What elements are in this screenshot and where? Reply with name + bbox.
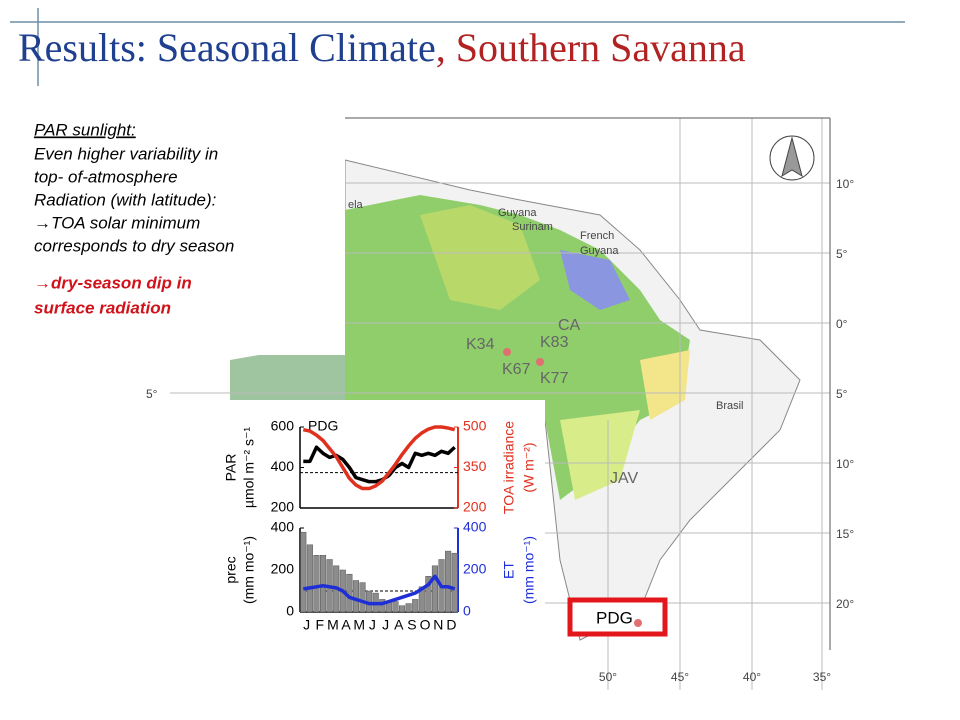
vegetation xyxy=(420,205,540,310)
lat-label: 15° xyxy=(836,527,854,541)
place: Surinam xyxy=(512,221,553,233)
bar xyxy=(352,580,359,613)
place: Guyana xyxy=(498,207,537,219)
y2-tick-label: 400 xyxy=(463,519,487,535)
x-tick-label: N xyxy=(433,617,443,633)
axis-label: TOA irradiance xyxy=(501,421,517,514)
y2-tick-label: 200 xyxy=(463,561,487,577)
y2-tick-label: 200 xyxy=(463,499,487,515)
bar xyxy=(425,576,432,613)
body-line: Even higher variability in xyxy=(34,144,218,163)
y-tick-label: 600 xyxy=(271,418,295,434)
bar xyxy=(392,601,399,613)
lat-label: 5° xyxy=(836,247,848,261)
lon-label: 35° xyxy=(813,670,831,684)
highlight-line: surface radiation xyxy=(34,298,171,317)
x-tick-label: J xyxy=(369,617,376,633)
body-line: corresponds to dry season xyxy=(34,236,234,255)
body-line: →TOA solar minimum xyxy=(34,213,200,232)
site xyxy=(634,619,642,627)
place: CA xyxy=(558,317,581,334)
y-tick-label: 200 xyxy=(271,561,295,577)
axis-label: ET xyxy=(501,561,517,579)
vegetation xyxy=(640,350,690,420)
x-tick-label: S xyxy=(407,617,416,633)
title-part: Results: Seasonal Climate xyxy=(18,25,436,70)
vegetation xyxy=(560,410,640,500)
line xyxy=(303,574,456,606)
pdg-box xyxy=(567,597,668,637)
line xyxy=(303,445,456,484)
y2-tick-label: 350 xyxy=(463,458,487,474)
x-tick-label: A xyxy=(341,617,351,633)
line xyxy=(302,425,456,491)
x-tick-label: O xyxy=(420,617,431,633)
bar xyxy=(359,582,366,613)
bar xyxy=(300,531,307,613)
text-bg xyxy=(20,110,345,355)
lat-label: 0° xyxy=(836,317,848,331)
place: Brasil xyxy=(716,400,744,412)
bar xyxy=(399,605,406,613)
place: K67 xyxy=(502,361,531,378)
x-tick-label: M xyxy=(353,617,365,633)
x-tick-label: J xyxy=(382,617,389,633)
axis-label: (W m⁻²) xyxy=(521,442,537,492)
bar xyxy=(405,603,412,613)
heading: PAR sunlight: xyxy=(34,120,136,139)
bar xyxy=(306,544,313,613)
y-tick-label: 400 xyxy=(271,519,295,535)
axis-label: µmol m⁻² s⁻¹ xyxy=(241,427,257,509)
lon-label: 50° xyxy=(599,670,617,684)
lon-label: 45° xyxy=(671,670,689,684)
place: JAV xyxy=(610,470,638,487)
x-tick-label: A xyxy=(394,617,404,633)
x-tick-label: M xyxy=(327,617,339,633)
lat-label: 5° xyxy=(146,387,158,401)
x-tick-label: F xyxy=(315,617,324,633)
title-part: , Southern Savanna xyxy=(436,25,746,70)
lat-label: 10° xyxy=(836,457,854,471)
place: Guyana xyxy=(580,245,619,257)
bar xyxy=(379,599,386,613)
vegetation xyxy=(560,250,630,310)
y-tick-label: 400 xyxy=(271,458,295,474)
north-arrow xyxy=(781,136,803,178)
axis-label: PAR xyxy=(223,454,239,482)
place: PDG xyxy=(596,608,633,627)
bar xyxy=(320,555,327,613)
axis-label: prec xyxy=(223,556,239,583)
lat-label: 5° xyxy=(836,387,848,401)
site xyxy=(503,348,511,356)
y2-tick-label: 0 xyxy=(463,603,471,619)
place: K83 xyxy=(540,334,569,351)
bar xyxy=(431,565,438,613)
axis-label: (mm mo⁻¹) xyxy=(521,536,537,604)
x-tick-label: J xyxy=(303,617,310,633)
lat-label: 20° xyxy=(836,597,854,611)
body-line: top- of-atmosphere xyxy=(34,167,178,186)
bar xyxy=(451,552,458,613)
title: Results: Seasonal Climate, Southern Sava… xyxy=(18,25,746,70)
bar xyxy=(418,586,425,613)
place: ela xyxy=(348,199,364,211)
place: French xyxy=(580,230,614,242)
axis-label: (mm mo⁻¹) xyxy=(241,536,257,604)
y-tick-label: 200 xyxy=(271,499,295,515)
annotation: PDG xyxy=(308,418,338,434)
lat-label: 10° xyxy=(836,177,854,191)
highlight-line: →dry-season dip in xyxy=(34,273,192,292)
place: K77 xyxy=(540,370,569,387)
bar xyxy=(412,599,419,613)
x-tick-label: D xyxy=(446,617,456,633)
lon-label: 40° xyxy=(743,670,761,684)
y2-tick-label: 500 xyxy=(463,418,487,434)
site xyxy=(536,358,544,366)
y-tick-label: 0 xyxy=(286,603,294,619)
bar xyxy=(445,550,452,613)
bar xyxy=(313,555,320,613)
place: K34 xyxy=(466,336,495,353)
body-line: Radiation (with latitude): xyxy=(34,190,217,209)
